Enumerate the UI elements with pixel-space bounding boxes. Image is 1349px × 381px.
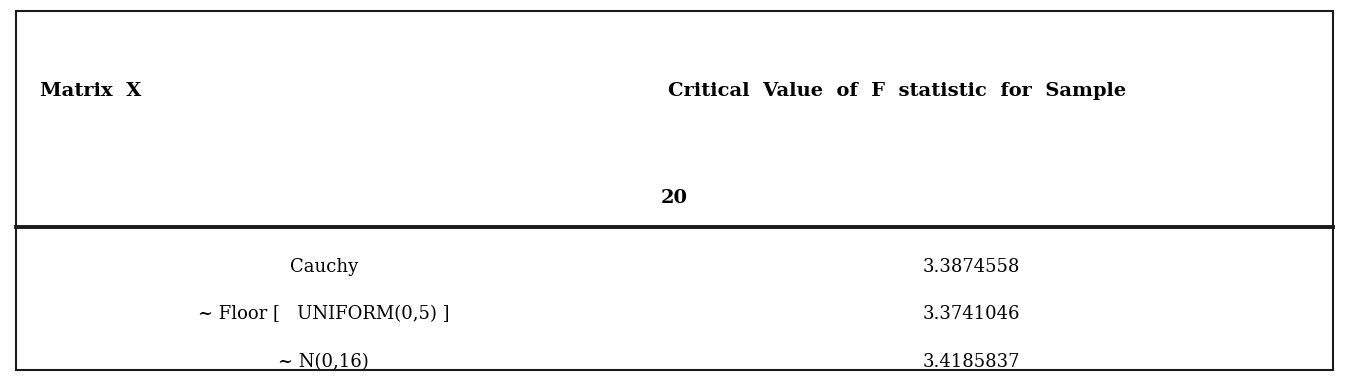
Text: 3.3874558: 3.3874558 <box>923 258 1020 276</box>
Text: Critical  Value  of  F  statistic  for  Sample: Critical Value of F statistic for Sample <box>668 82 1126 101</box>
Text: ~ Floor [   UNIFORM(0,5) ]: ~ Floor [ UNIFORM(0,5) ] <box>198 305 449 323</box>
Text: Matrix  X: Matrix X <box>40 82 142 101</box>
Text: 3.4185837: 3.4185837 <box>923 353 1020 371</box>
Text: 3.3741046: 3.3741046 <box>923 305 1020 323</box>
Text: Cauchy: Cauchy <box>290 258 357 276</box>
Text: ~ N(0,16): ~ N(0,16) <box>278 353 370 371</box>
Text: 20: 20 <box>661 189 688 207</box>
